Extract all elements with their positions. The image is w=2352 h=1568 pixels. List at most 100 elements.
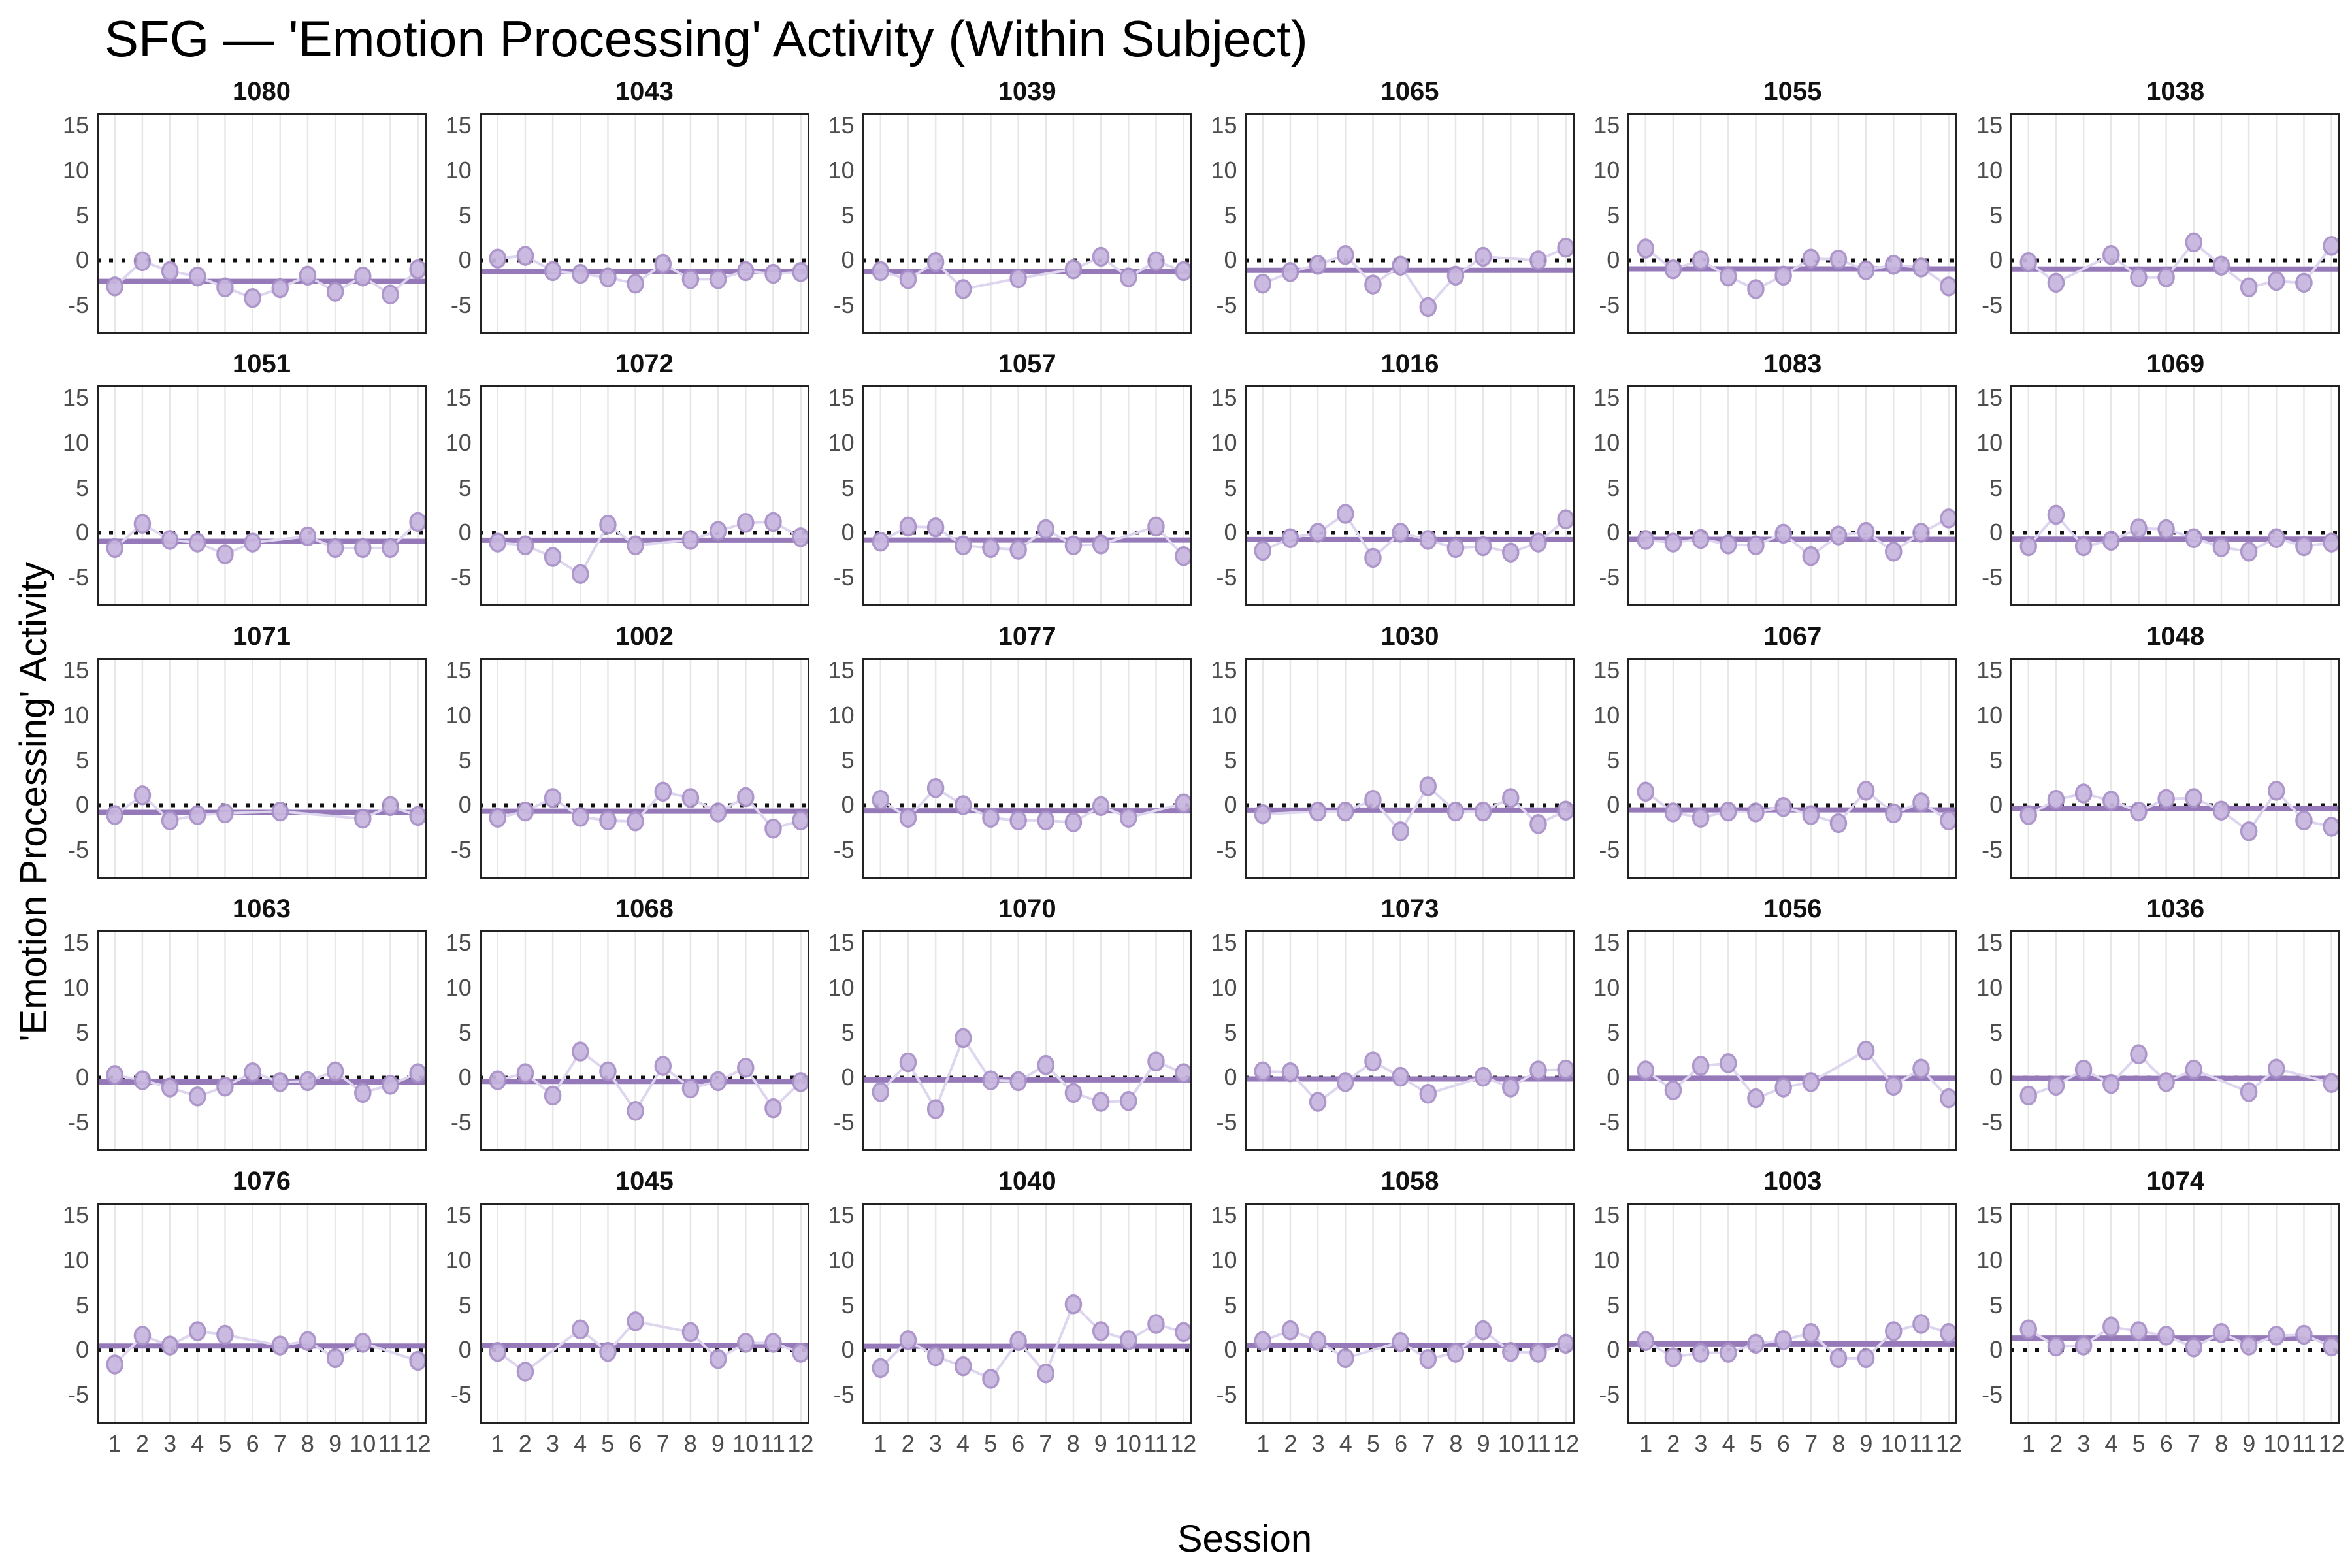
panel-border: [97, 930, 427, 1151]
facet-title: 1038: [2146, 77, 2205, 106]
data-point: [1802, 1072, 1820, 1092]
data-point: [1502, 542, 1520, 563]
data-point: [326, 282, 344, 302]
y-tick-label: 15: [445, 929, 472, 956]
data-point: [1912, 523, 1931, 543]
data-point: [627, 811, 644, 832]
x-tick-label: 11: [1526, 1430, 1551, 1457]
data-point: [271, 1072, 289, 1092]
data-point: [627, 535, 644, 555]
y-tick-label: 15: [1593, 384, 1620, 412]
facet-title: 1070: [998, 894, 1056, 923]
data-point: [244, 532, 261, 553]
x-tick-label: 7: [1039, 1430, 1053, 1457]
data-point: [1665, 1347, 1682, 1367]
data-point: [544, 547, 562, 567]
x-tick-label: 9: [711, 1430, 725, 1457]
facet-title: 1072: [615, 350, 674, 378]
data-point: [1364, 1051, 1382, 1071]
facet-panel: [862, 113, 1192, 334]
x-tick-label: 8: [1449, 1430, 1463, 1457]
y-axis-ticks: 15 10 5 0 -5: [1959, 112, 2010, 334]
data-point: [133, 514, 152, 534]
data-point: [2019, 1085, 2038, 1106]
y-axis-ticks: 15 10 5 0 -5: [1576, 657, 1627, 879]
data-point: [1092, 246, 1110, 267]
x-tick-label: 4: [956, 1430, 970, 1457]
facet-title: 1067: [1763, 622, 1822, 651]
data-point: [189, 532, 206, 553]
x-tick-label: 11: [2291, 1430, 2317, 1457]
data-point: [354, 538, 372, 559]
data-point: [2323, 532, 2341, 553]
data-point: [736, 1333, 755, 1353]
y-tick-label: 15: [62, 929, 89, 956]
chart-title: SFG — 'Emotion Processing' Activity (Wit…: [105, 10, 1308, 67]
facet-title: 1068: [615, 894, 674, 923]
facet-panel: [2010, 385, 2341, 606]
y-tick-label: 5: [1607, 474, 1620, 501]
data-point: [1309, 255, 1327, 275]
facet-title: 1051: [233, 350, 291, 378]
data-point: [872, 1358, 889, 1379]
y-tick-label: 5: [1989, 201, 2003, 229]
data-point: [1692, 250, 1710, 270]
x-tick-label: 5: [984, 1430, 998, 1457]
y-tick-label: 5: [1989, 1291, 2003, 1318]
y-tick-label: -5: [450, 1381, 472, 1409]
data-point: [516, 246, 534, 266]
y-tick-label: -5: [1599, 291, 1620, 319]
facet-1063: 1063 15 10 5 0 -5: [46, 894, 428, 1151]
series-line: [2027, 789, 2332, 834]
data-point: [1857, 781, 1875, 801]
data-point: [106, 1065, 124, 1085]
y-tick-label: 0: [1607, 1336, 1620, 1364]
data-point: [1774, 1077, 1793, 1098]
panel-border: [2010, 930, 2341, 1151]
series-line: [2028, 1052, 2332, 1097]
data-point: [899, 516, 917, 537]
data-point: [2102, 244, 2120, 265]
data-point: [1254, 1061, 1272, 1082]
y-tick-label: 10: [1976, 701, 2003, 728]
data-point: [2185, 528, 2203, 548]
y-tick-label: -5: [1599, 564, 1620, 591]
facet-panel: [1245, 113, 1575, 334]
data-point: [1420, 776, 1437, 796]
x-tick-label: 10: [1880, 1430, 1907, 1457]
data-point: [792, 810, 809, 831]
data-point: [736, 261, 755, 282]
data-point: [271, 801, 289, 822]
y-tick-label: 10: [828, 701, 855, 728]
data-point: [2130, 1044, 2148, 1064]
data-point: [1392, 1066, 1410, 1087]
x-tick-label: 2: [1667, 1430, 1680, 1457]
data-point: [1064, 535, 1082, 555]
data-point: [2047, 272, 2065, 293]
y-tick-label: 5: [75, 746, 89, 774]
data-point: [299, 1331, 317, 1351]
facet-title: 1003: [1763, 1167, 1822, 1196]
y-tick-label: 10: [445, 701, 472, 728]
data-point: [1447, 801, 1465, 822]
data-point: [189, 1086, 206, 1107]
y-axis-ticks: 15 10 5 0 -5: [429, 657, 480, 879]
data-point: [2295, 272, 2313, 293]
y-tick-label: 0: [1989, 1064, 2003, 1091]
panel-border: [1245, 658, 1575, 879]
y-axis-ticks: 15 10 5 0 -5: [1194, 384, 1245, 606]
y-tick-label: 0: [458, 1064, 472, 1091]
y-tick-label: 5: [1989, 746, 2003, 774]
panel-border: [2010, 385, 2341, 606]
series-line: [114, 793, 419, 822]
data-point: [571, 263, 589, 284]
data-point: [216, 1076, 234, 1097]
y-tick-label: 15: [828, 112, 855, 139]
data-point: [1064, 259, 1082, 280]
data-point: [954, 1028, 972, 1049]
data-point: [2185, 1337, 2203, 1358]
x-tick-label: 2: [901, 1430, 915, 1457]
y-tick-label: 15: [1593, 112, 1620, 139]
data-point: [1720, 266, 1737, 287]
y-tick-label: -5: [67, 1381, 89, 1409]
